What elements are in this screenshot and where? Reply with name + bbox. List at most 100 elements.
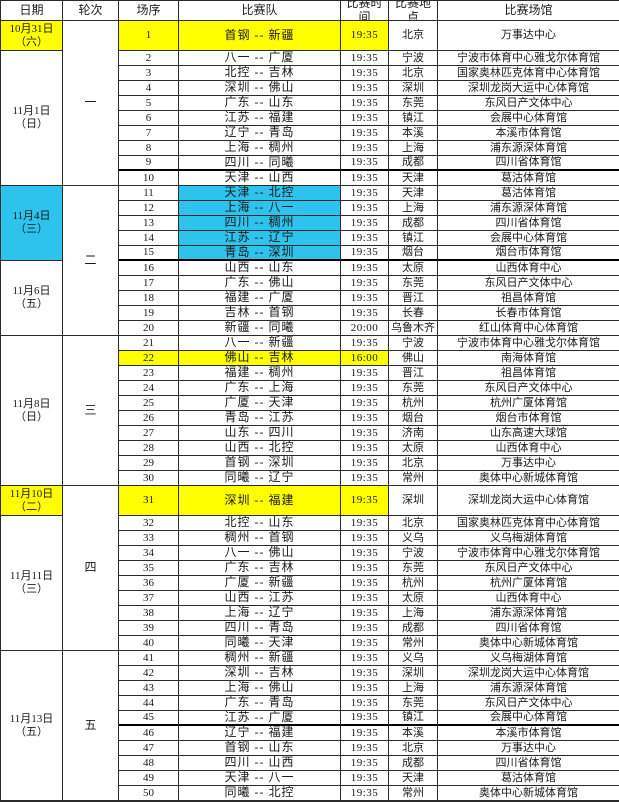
match-venue: 会展中心体育馆 xyxy=(438,711,619,726)
match-time: 19:35 xyxy=(341,786,389,801)
round-cell-2: 三 xyxy=(63,336,119,486)
match-time: 19:35 xyxy=(341,531,389,546)
date-cell-5: 11月10日 （二） xyxy=(1,486,63,516)
match-time: 20:00 xyxy=(341,321,389,336)
match-no: 50 xyxy=(119,786,179,801)
match-time: 19:35 xyxy=(341,651,389,666)
match-no: 27 xyxy=(119,426,179,441)
match-teams: 广东 -- 佛山 xyxy=(179,276,341,291)
match-venue: 奥体中心新城体育馆 xyxy=(438,636,619,651)
match-teams: 上海 -- 稠州 xyxy=(179,141,341,156)
match-city: 晋江 xyxy=(389,291,438,306)
match-venue: 长春市体育馆 xyxy=(438,306,619,321)
match-venue: 浦东源深体育馆 xyxy=(438,201,619,216)
match-time: 19:35 xyxy=(341,486,389,516)
match-no: 12 xyxy=(119,201,179,216)
match-venue: 山西体育中心 xyxy=(438,441,619,456)
match-time: 19:35 xyxy=(341,396,389,411)
match-no: 44 xyxy=(119,696,179,711)
match-teams: 同曦 -- 天津 xyxy=(179,636,341,651)
match-city: 本溪 xyxy=(389,126,438,141)
match-no: 16 xyxy=(119,261,179,276)
match-teams: 深圳 -- 吉林 xyxy=(179,666,341,681)
match-venue: 葛沽体育馆 xyxy=(438,771,619,786)
match-no: 41 xyxy=(119,651,179,666)
match-venue: 国家奥林匹克体育中心体育馆 xyxy=(438,66,619,81)
match-time: 19:35 xyxy=(341,246,389,261)
match-time: 19:35 xyxy=(341,366,389,381)
match-city: 杭州 xyxy=(389,396,438,411)
match-time: 19:35 xyxy=(341,591,389,606)
match-venue: 万事达中心 xyxy=(438,741,619,756)
match-no: 35 xyxy=(119,561,179,576)
match-time: 19:35 xyxy=(341,456,389,471)
match-venue: 东风日产文体中心 xyxy=(438,696,619,711)
match-no: 13 xyxy=(119,216,179,231)
match-venue: 四川省体育馆 xyxy=(438,756,619,771)
match-venue: 万事达中心 xyxy=(438,21,619,51)
match-city: 烟台 xyxy=(389,411,438,426)
match-time: 19:35 xyxy=(341,276,389,291)
match-no: 26 xyxy=(119,411,179,426)
match-venue: 东风日产文体中心 xyxy=(438,381,619,396)
match-no: 2 xyxy=(119,51,179,66)
col-header-venue: 比赛场馆 xyxy=(438,1,619,21)
match-time: 19:35 xyxy=(341,291,389,306)
match-time: 19:35 xyxy=(341,51,389,66)
match-no: 4 xyxy=(119,81,179,96)
match-city: 东莞 xyxy=(389,381,438,396)
match-venue: 南海体育馆 xyxy=(438,351,619,366)
match-venue: 浦东源深体育馆 xyxy=(438,141,619,156)
match-time: 19:35 xyxy=(341,561,389,576)
match-teams: 福建 -- 广厦 xyxy=(179,291,341,306)
match-city: 太原 xyxy=(389,591,438,606)
match-venue: 奥体中心新城体育馆 xyxy=(438,786,619,801)
match-venue: 浦东源深体育馆 xyxy=(438,681,619,696)
match-city: 本溪 xyxy=(389,726,438,741)
match-venue: 宁波市体育中心雅戈尔体育馆 xyxy=(438,336,619,351)
match-time: 19:35 xyxy=(341,621,389,636)
match-venue: 杭州广厦体育馆 xyxy=(438,576,619,591)
match-teams: 广东 -- 上海 xyxy=(179,381,341,396)
match-city: 北京 xyxy=(389,516,438,531)
match-teams: 四川 -- 同曦 xyxy=(179,156,341,171)
match-teams: 山西 -- 北控 xyxy=(179,441,341,456)
match-no: 1 xyxy=(119,21,179,51)
match-venue: 山东高速大球馆 xyxy=(438,426,619,441)
match-city: 北京 xyxy=(389,66,438,81)
match-venue: 义乌梅湖体育馆 xyxy=(438,531,619,546)
match-time: 19:35 xyxy=(341,141,389,156)
match-city: 义乌 xyxy=(389,651,438,666)
match-venue: 四川省体育馆 xyxy=(438,621,619,636)
match-teams: 佛山 -- 吉林 xyxy=(179,351,341,366)
match-no: 28 xyxy=(119,441,179,456)
match-teams: 同曦 -- 北控 xyxy=(179,786,341,801)
date-cell-3: 11月6日 （五） xyxy=(1,261,63,336)
match-city: 东莞 xyxy=(389,561,438,576)
match-time: 19:35 xyxy=(341,516,389,531)
match-city: 成都 xyxy=(389,621,438,636)
date-cell-0: 10月31日 （六） xyxy=(1,21,63,51)
match-no: 34 xyxy=(119,546,179,561)
match-venue: 奥体中心新城体育馆 xyxy=(438,471,619,486)
match-time: 19:35 xyxy=(341,546,389,561)
match-venue: 杭州广厦体育馆 xyxy=(438,396,619,411)
match-city: 宁波 xyxy=(389,51,438,66)
match-no: 9 xyxy=(119,156,179,171)
match-venue: 烟台市体育馆 xyxy=(438,411,619,426)
match-city: 东莞 xyxy=(389,96,438,111)
match-teams: 上海 -- 八一 xyxy=(179,201,341,216)
match-no: 20 xyxy=(119,321,179,336)
match-city: 北京 xyxy=(389,21,438,51)
match-no: 39 xyxy=(119,621,179,636)
match-teams: 天津 -- 山西 xyxy=(179,171,341,186)
match-time: 19:35 xyxy=(341,66,389,81)
match-city: 成都 xyxy=(389,156,438,171)
match-time: 19:35 xyxy=(341,771,389,786)
weekday-text: （二） xyxy=(15,500,48,513)
match-city: 天津 xyxy=(389,171,438,186)
date-text: 11月10日 xyxy=(9,487,54,500)
match-no: 42 xyxy=(119,666,179,681)
match-teams: 八一 -- 佛山 xyxy=(179,546,341,561)
match-time: 19:35 xyxy=(341,81,389,96)
